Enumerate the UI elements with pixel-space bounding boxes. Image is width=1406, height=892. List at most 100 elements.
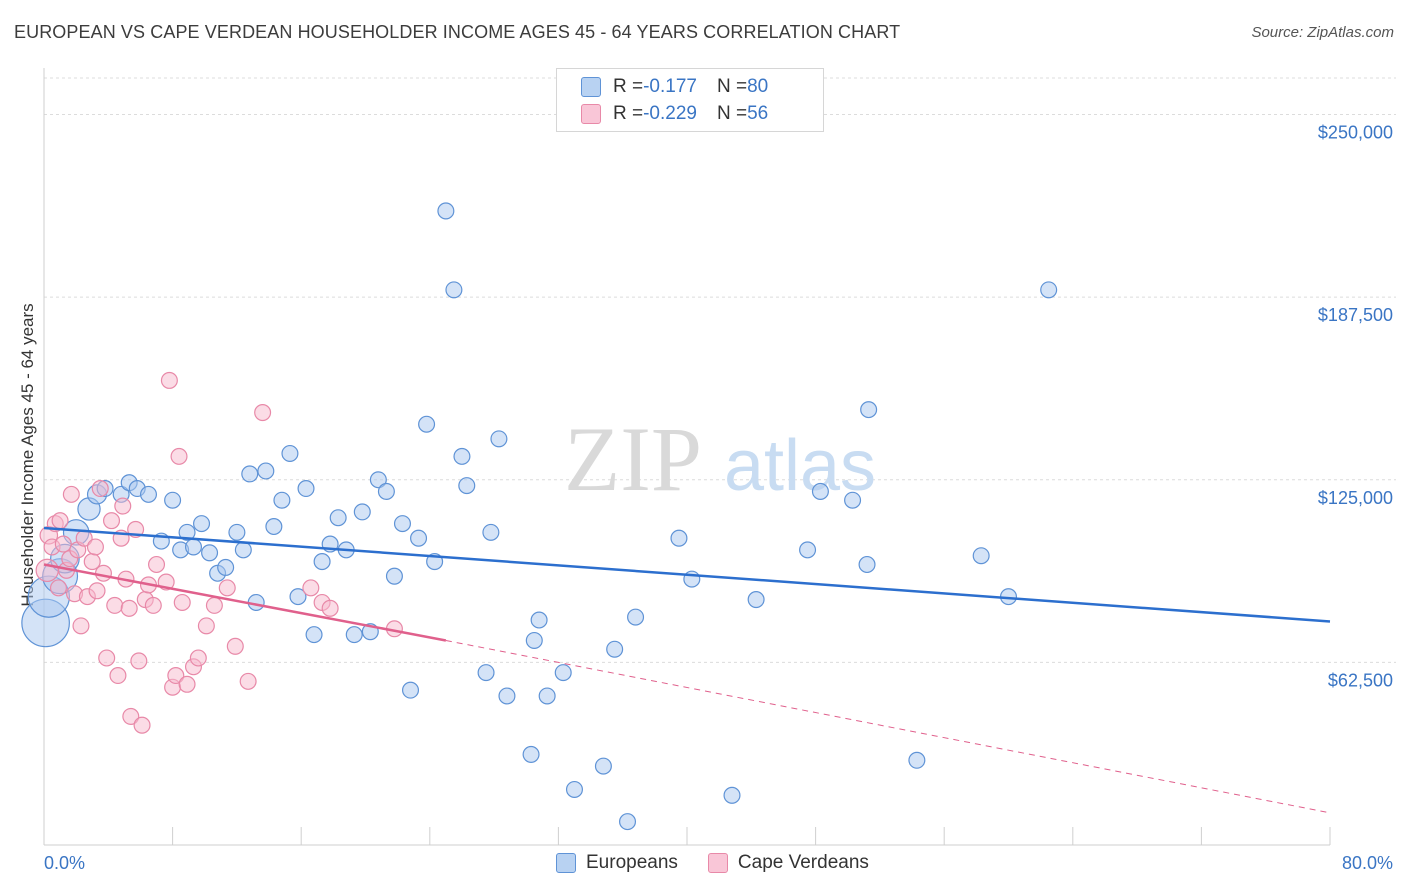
european-point — [606, 640, 624, 658]
x-tick-labels: 0.0% 80.0% — [44, 853, 1393, 873]
cape-verdean-point — [170, 447, 188, 465]
cape-verdean-point — [173, 593, 191, 611]
european-point — [217, 558, 235, 576]
european-point — [329, 509, 347, 527]
legend-r-label: R = — [613, 103, 644, 124]
european-point — [418, 415, 436, 433]
legend-n-value: 80 — [747, 76, 769, 97]
european-point — [498, 687, 516, 705]
european-point — [385, 567, 403, 585]
europeans-legend-swatch — [556, 853, 576, 873]
y-tick-label: $187,500 — [1318, 305, 1393, 325]
cape-verdean-point — [114, 497, 132, 515]
legend-item-europeans: Europeans — [556, 852, 678, 874]
series-legend: Europeans Cape Verdeans — [556, 852, 899, 874]
european-point — [139, 485, 158, 503]
cape-verdean-point — [205, 596, 223, 614]
cape-verdean-point — [98, 649, 116, 667]
cape-verdean-point — [72, 617, 90, 635]
european-point — [844, 491, 862, 509]
european-point — [178, 523, 196, 541]
legend-r-value: -0.229 — [643, 103, 697, 124]
european-point — [228, 523, 246, 541]
legend-r-label: R = — [613, 76, 644, 97]
y-tick-label: $125,000 — [1318, 488, 1393, 508]
cape-verdeans-trend-extension — [445, 639, 1331, 814]
european-point — [554, 664, 572, 682]
y-tick-label: $250,000 — [1318, 123, 1393, 143]
cape-verdean-point — [109, 667, 127, 685]
watermark: ZIP atlas — [564, 408, 876, 510]
european-point — [410, 529, 428, 547]
legend-r-value: -0.177 — [643, 76, 697, 97]
cape-verdean-point — [167, 667, 185, 685]
european-point — [184, 538, 203, 556]
european-point — [670, 529, 688, 547]
cape-verdean-point — [35, 558, 59, 583]
chart-source: Source: ZipAtlas.com — [1251, 24, 1394, 41]
cape-verdean-point — [178, 675, 196, 693]
y-tick-label: $62,500 — [1328, 670, 1393, 690]
legend-row-europeans: R = -0.177 N = 80 — [581, 75, 768, 99]
cape-verdean-point — [226, 637, 244, 655]
european-point — [1040, 281, 1058, 299]
grid-lines — [44, 77, 1396, 663]
cape-verdean-point — [122, 707, 140, 725]
cape-verdean-point — [120, 599, 138, 617]
european-point — [860, 401, 878, 419]
cape-verdean-point — [254, 404, 272, 422]
european-point — [538, 687, 556, 705]
x-tick-label: 80.0% — [1342, 853, 1393, 873]
european-point — [811, 482, 829, 500]
european-point — [234, 541, 252, 559]
europeans-trend-line — [43, 526, 1331, 623]
cape-verdean-point — [49, 579, 67, 597]
cape-verdean-point — [218, 579, 236, 597]
cape-verdean-point — [130, 652, 148, 670]
european-point — [490, 430, 508, 448]
cape-verdean-point — [51, 512, 69, 530]
y-tick-labels: $62,500 $125,000 $187,500 $250,000 — [1318, 123, 1393, 691]
watermark-zip: ZIP — [564, 408, 702, 510]
legend-n-label: N = — [716, 76, 748, 97]
legend-n-label: N = — [716, 103, 748, 124]
x-tick-label: 0.0% — [44, 853, 85, 873]
european-point — [458, 477, 476, 495]
european-point — [193, 515, 211, 533]
cape-verdeans-swatch — [581, 104, 601, 124]
axes — [43, 68, 1331, 846]
european-point — [305, 626, 323, 644]
cape-verdean-point — [86, 538, 104, 556]
cape-verdean-point — [54, 535, 72, 553]
europeans-swatch — [581, 77, 601, 97]
european-point — [972, 547, 990, 565]
trend-lines — [43, 526, 1331, 814]
cape-verdean-point — [88, 582, 106, 600]
european-point — [257, 462, 275, 480]
european-point — [437, 202, 455, 220]
cape-verdean-point — [144, 596, 162, 614]
cape-verdean-point — [197, 617, 215, 635]
european-point — [482, 523, 500, 541]
european-point — [723, 786, 741, 804]
european-point — [201, 544, 219, 562]
cape-verdean-point — [91, 480, 109, 498]
european-point — [393, 515, 411, 533]
european-point — [477, 664, 495, 682]
european-point — [273, 491, 291, 509]
european-point — [453, 447, 471, 465]
correlation-legend: R = -0.177 N = 80 R = -0.229 N = 56 — [556, 68, 824, 132]
legend-item-cape-verdeans: Cape Verdeans — [707, 852, 869, 874]
cape-verdean-point — [148, 555, 166, 574]
cape-verdean-point — [302, 579, 320, 597]
european-point — [619, 813, 637, 831]
cape-verdean-point — [133, 716, 151, 734]
european-point — [565, 780, 583, 799]
european-point — [241, 465, 259, 483]
european-point — [313, 553, 331, 571]
cape-verdean-point — [239, 672, 257, 690]
cape-verdean-point — [94, 564, 112, 582]
european-point — [594, 757, 612, 775]
european-point — [401, 681, 420, 699]
